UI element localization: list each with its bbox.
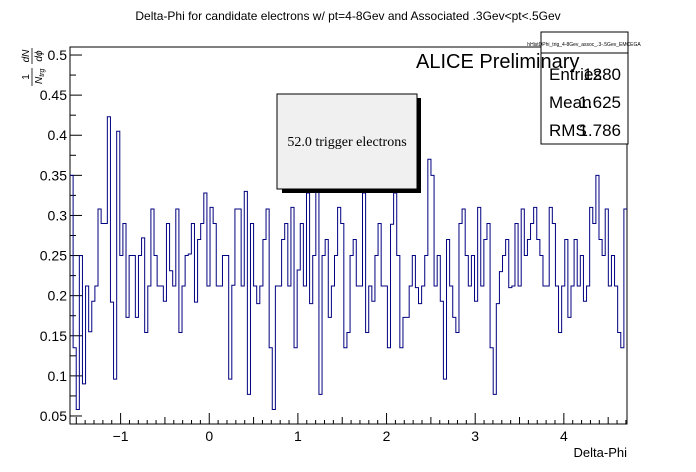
annotation-text: 52.0 trigger electrons [287,135,406,150]
stats-title: hHistDPhi_trig_4-8Gev_assoc_.3-.5Gev_EMC… [527,42,641,48]
stats-mean-value: 1.625 [578,93,621,112]
stats-rms-value: 1.786 [578,121,621,140]
y-label-dn: dN [21,49,32,63]
stats-box [540,31,629,145]
y-tick-label: 0.25 [40,248,67,264]
x-axis-label: Delta-Phi [574,445,628,460]
stats-entries-label: Entries [549,65,602,84]
y-tick-label: 0.1 [48,368,68,384]
x-tick-label: 4 [560,428,568,444]
annotation-box [276,93,418,190]
stats-mean-label: Mean [549,93,592,112]
y-label-n: Ntrg [34,68,46,84]
x-axis: −1 0 1 2 3 4 [75,413,627,444]
y-tick-label: 0.4 [48,127,68,143]
x-tick-label: 2 [383,428,391,444]
y-tick-label: 0.45 [40,87,67,103]
y-label-one: 1 [21,74,32,80]
y-tick-label: 0.3 [48,207,68,223]
y-axis-label: 1 Ntrg dN dϕ [21,48,46,86]
stats-entries-value: 1280 [583,65,621,84]
y-tick-label: 0.2 [48,288,68,304]
stats-rms-label: RMS [549,121,587,140]
histogram-line [70,116,627,411]
x-tick-label: 1 [294,428,302,444]
y-label-dphi: dϕ [34,50,45,62]
chart-title: Delta-Phi for candidate electrons w/ pt=… [135,9,560,23]
y-tick-label: 0.15 [40,328,67,344]
x-tick-label: 0 [205,428,213,444]
watermark-text: ALICE Preliminary [416,51,579,73]
y-tick-label: 0.05 [40,408,67,424]
x-tick-label: −1 [113,428,129,444]
y-tick-label: 0.5 [48,47,68,63]
x-tick-label: 3 [471,428,479,444]
y-axis: 0.05 0.1 0.15 0.2 0.25 0.3 0.35 0.4 0.45 0.5 [40,47,82,424]
y-tick-label: 0.35 [40,167,67,183]
